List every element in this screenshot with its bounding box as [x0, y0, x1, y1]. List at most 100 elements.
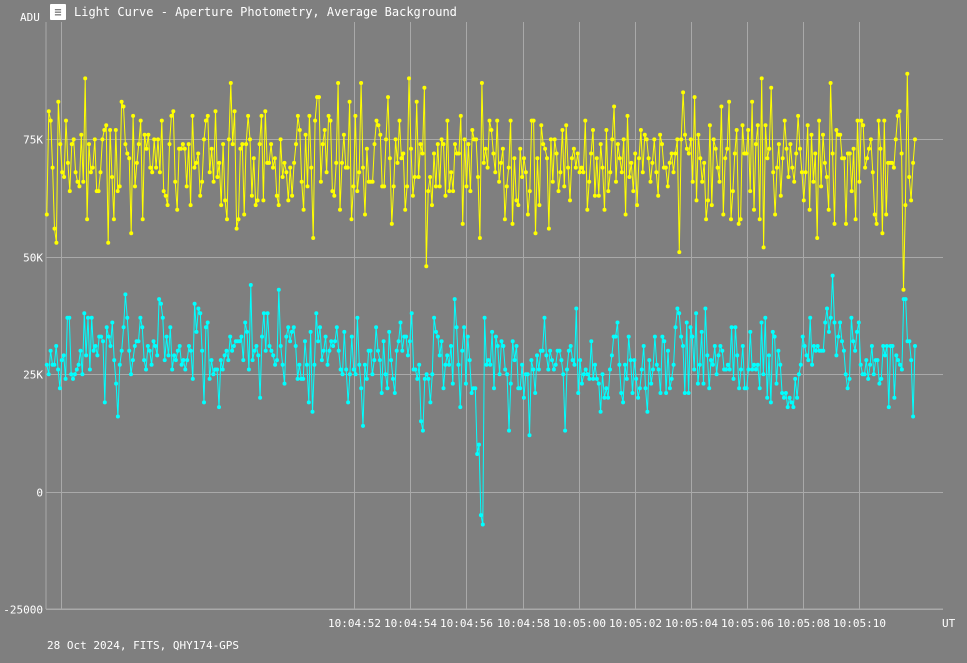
- data-point: [845, 386, 850, 391]
- data-point: [462, 137, 467, 142]
- data-point: [159, 301, 163, 306]
- data-point: [803, 170, 808, 175]
- data-point: [69, 142, 74, 147]
- data-point: [566, 348, 571, 353]
- data-point: [619, 170, 624, 175]
- data-point: [462, 325, 467, 330]
- data-point: [65, 160, 70, 165]
- data-point: [111, 217, 116, 222]
- data-point: [794, 151, 799, 156]
- data-point: [782, 395, 786, 400]
- data-point: [418, 142, 423, 147]
- data-point: [231, 344, 236, 348]
- data-point: [583, 118, 588, 123]
- data-point: [535, 156, 540, 161]
- data-point: [405, 353, 410, 358]
- data-point: [293, 344, 298, 348]
- data-point: [351, 184, 356, 189]
- data-point: [435, 142, 440, 147]
- data-point: [132, 344, 137, 348]
- data-point: [633, 151, 638, 156]
- data-point: [84, 353, 89, 358]
- data-point: [632, 358, 637, 363]
- data-point: [811, 344, 816, 348]
- light-curve-app-icon[interactable]: ≡: [50, 4, 66, 20]
- series-line: [46, 275, 916, 525]
- data-point: [289, 329, 294, 334]
- data-point: [370, 372, 375, 377]
- data-point: [512, 156, 517, 161]
- data-point: [463, 381, 468, 386]
- data-point: [853, 217, 858, 222]
- data-point: [546, 226, 551, 231]
- data-point: [609, 353, 614, 358]
- data-point: [695, 381, 700, 386]
- data-point: [806, 358, 811, 363]
- data-point: [895, 113, 900, 118]
- window-titlebar: ≡ Light Curve - Aperture Photometry, Ave…: [50, 3, 457, 21]
- data-point: [501, 344, 506, 348]
- data-point: [140, 325, 145, 330]
- data-point: [71, 137, 76, 142]
- data-point: [173, 358, 178, 363]
- data-point: [684, 320, 689, 325]
- data-point: [660, 142, 664, 147]
- data-point: [671, 170, 676, 175]
- data-point: [294, 142, 298, 147]
- data-point: [556, 189, 561, 194]
- data-point: [136, 339, 141, 344]
- data-point: [604, 128, 609, 132]
- data-point: [291, 325, 296, 330]
- data-point: [72, 372, 77, 377]
- data-point: [192, 165, 197, 170]
- data-point: [540, 348, 545, 353]
- data-point: [529, 358, 534, 363]
- x-tick-label: 10:05:02: [609, 617, 662, 630]
- data-point: [636, 395, 641, 400]
- data-point: [269, 348, 274, 353]
- data-point: [565, 367, 569, 372]
- data-point: [86, 315, 90, 320]
- data-point: [768, 400, 773, 405]
- data-point: [363, 212, 367, 217]
- data-point: [168, 325, 173, 330]
- data-point: [377, 358, 382, 363]
- data-point: [175, 207, 180, 212]
- data-point: [717, 179, 722, 184]
- data-point: [563, 428, 568, 433]
- data-point: [357, 362, 362, 367]
- data-point: [361, 423, 365, 428]
- data-point: [572, 362, 577, 367]
- data-point: [489, 128, 494, 132]
- data-point: [467, 358, 472, 363]
- data-point: [769, 85, 774, 90]
- data-point: [606, 395, 611, 400]
- data-point: [815, 236, 820, 240]
- data-point: [192, 301, 197, 306]
- data-point: [385, 386, 390, 391]
- data-point: [714, 372, 719, 377]
- data-point: [194, 160, 199, 165]
- data-point: [666, 348, 670, 353]
- data-point: [144, 146, 149, 151]
- data-point: [810, 362, 815, 367]
- data-point: [325, 362, 330, 367]
- data-point: [183, 367, 188, 372]
- data-point: [591, 128, 595, 132]
- data-point: [172, 353, 177, 358]
- data-point: [581, 170, 586, 175]
- data-point: [80, 372, 85, 377]
- data-point: [314, 311, 319, 316]
- data-point: [138, 118, 143, 123]
- data-point: [711, 137, 716, 142]
- data-point: [571, 146, 576, 151]
- data-point: [108, 344, 113, 348]
- data-point: [658, 132, 663, 137]
- data-point: [688, 325, 693, 330]
- data-point: [253, 203, 258, 208]
- data-point: [175, 348, 180, 353]
- data-point: [412, 175, 417, 179]
- data-point: [681, 344, 685, 348]
- data-point: [241, 358, 246, 363]
- data-point: [276, 203, 281, 208]
